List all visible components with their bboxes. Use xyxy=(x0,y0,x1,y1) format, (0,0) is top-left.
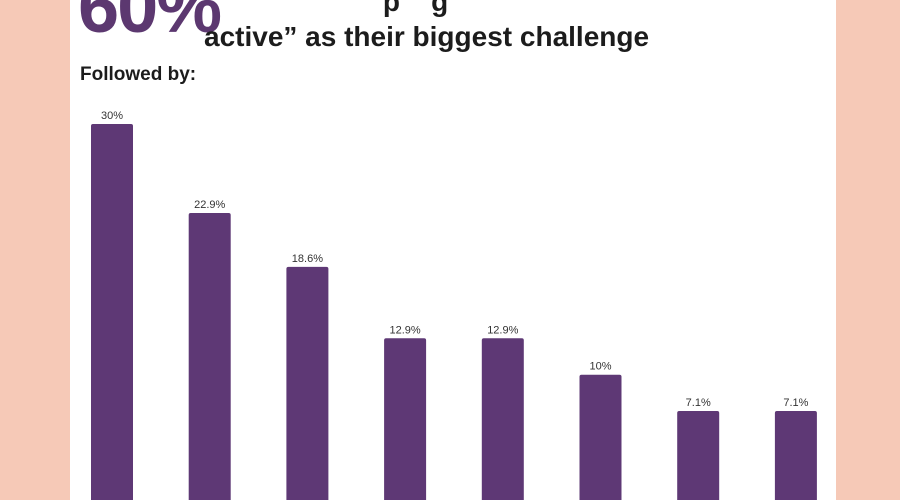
chart-card: 60% p g active” as their biggest challen… xyxy=(70,0,836,500)
headline-line-2: active” as their biggest challenge xyxy=(204,21,650,52)
bar-value-label-3: 18.6% xyxy=(292,253,323,265)
bar-1 xyxy=(91,124,133,500)
bar-3 xyxy=(286,266,329,500)
bar-8 xyxy=(774,411,817,500)
chart-subhead: Followed by: xyxy=(80,64,197,85)
headline-stat: 60% xyxy=(78,0,222,48)
bar-value-label-5: 12.9% xyxy=(487,324,518,336)
bar-value-label-7: 7.1% xyxy=(686,397,711,409)
bar-value-label-6: 10% xyxy=(589,361,611,373)
bar-2 xyxy=(188,213,231,500)
bar-value-label-8: 7.1% xyxy=(783,397,808,409)
bar-value-label-2: 22.9% xyxy=(194,199,225,211)
bar-6 xyxy=(579,374,622,500)
bar-value-label-4: 12.9% xyxy=(389,324,420,336)
headline-text: p g active” as their biggest challenge xyxy=(204,0,649,54)
bar-value-label-1: 30% xyxy=(101,110,123,122)
headline-line-1: p g xyxy=(204,0,449,17)
bar-5 xyxy=(481,338,524,500)
bar-4 xyxy=(384,338,427,500)
bar-7 xyxy=(677,411,720,500)
bar-chart: 30% 22.9% 18.6% 12.9% 12.9% 10% 7.1% 7.1% xyxy=(91,110,817,500)
